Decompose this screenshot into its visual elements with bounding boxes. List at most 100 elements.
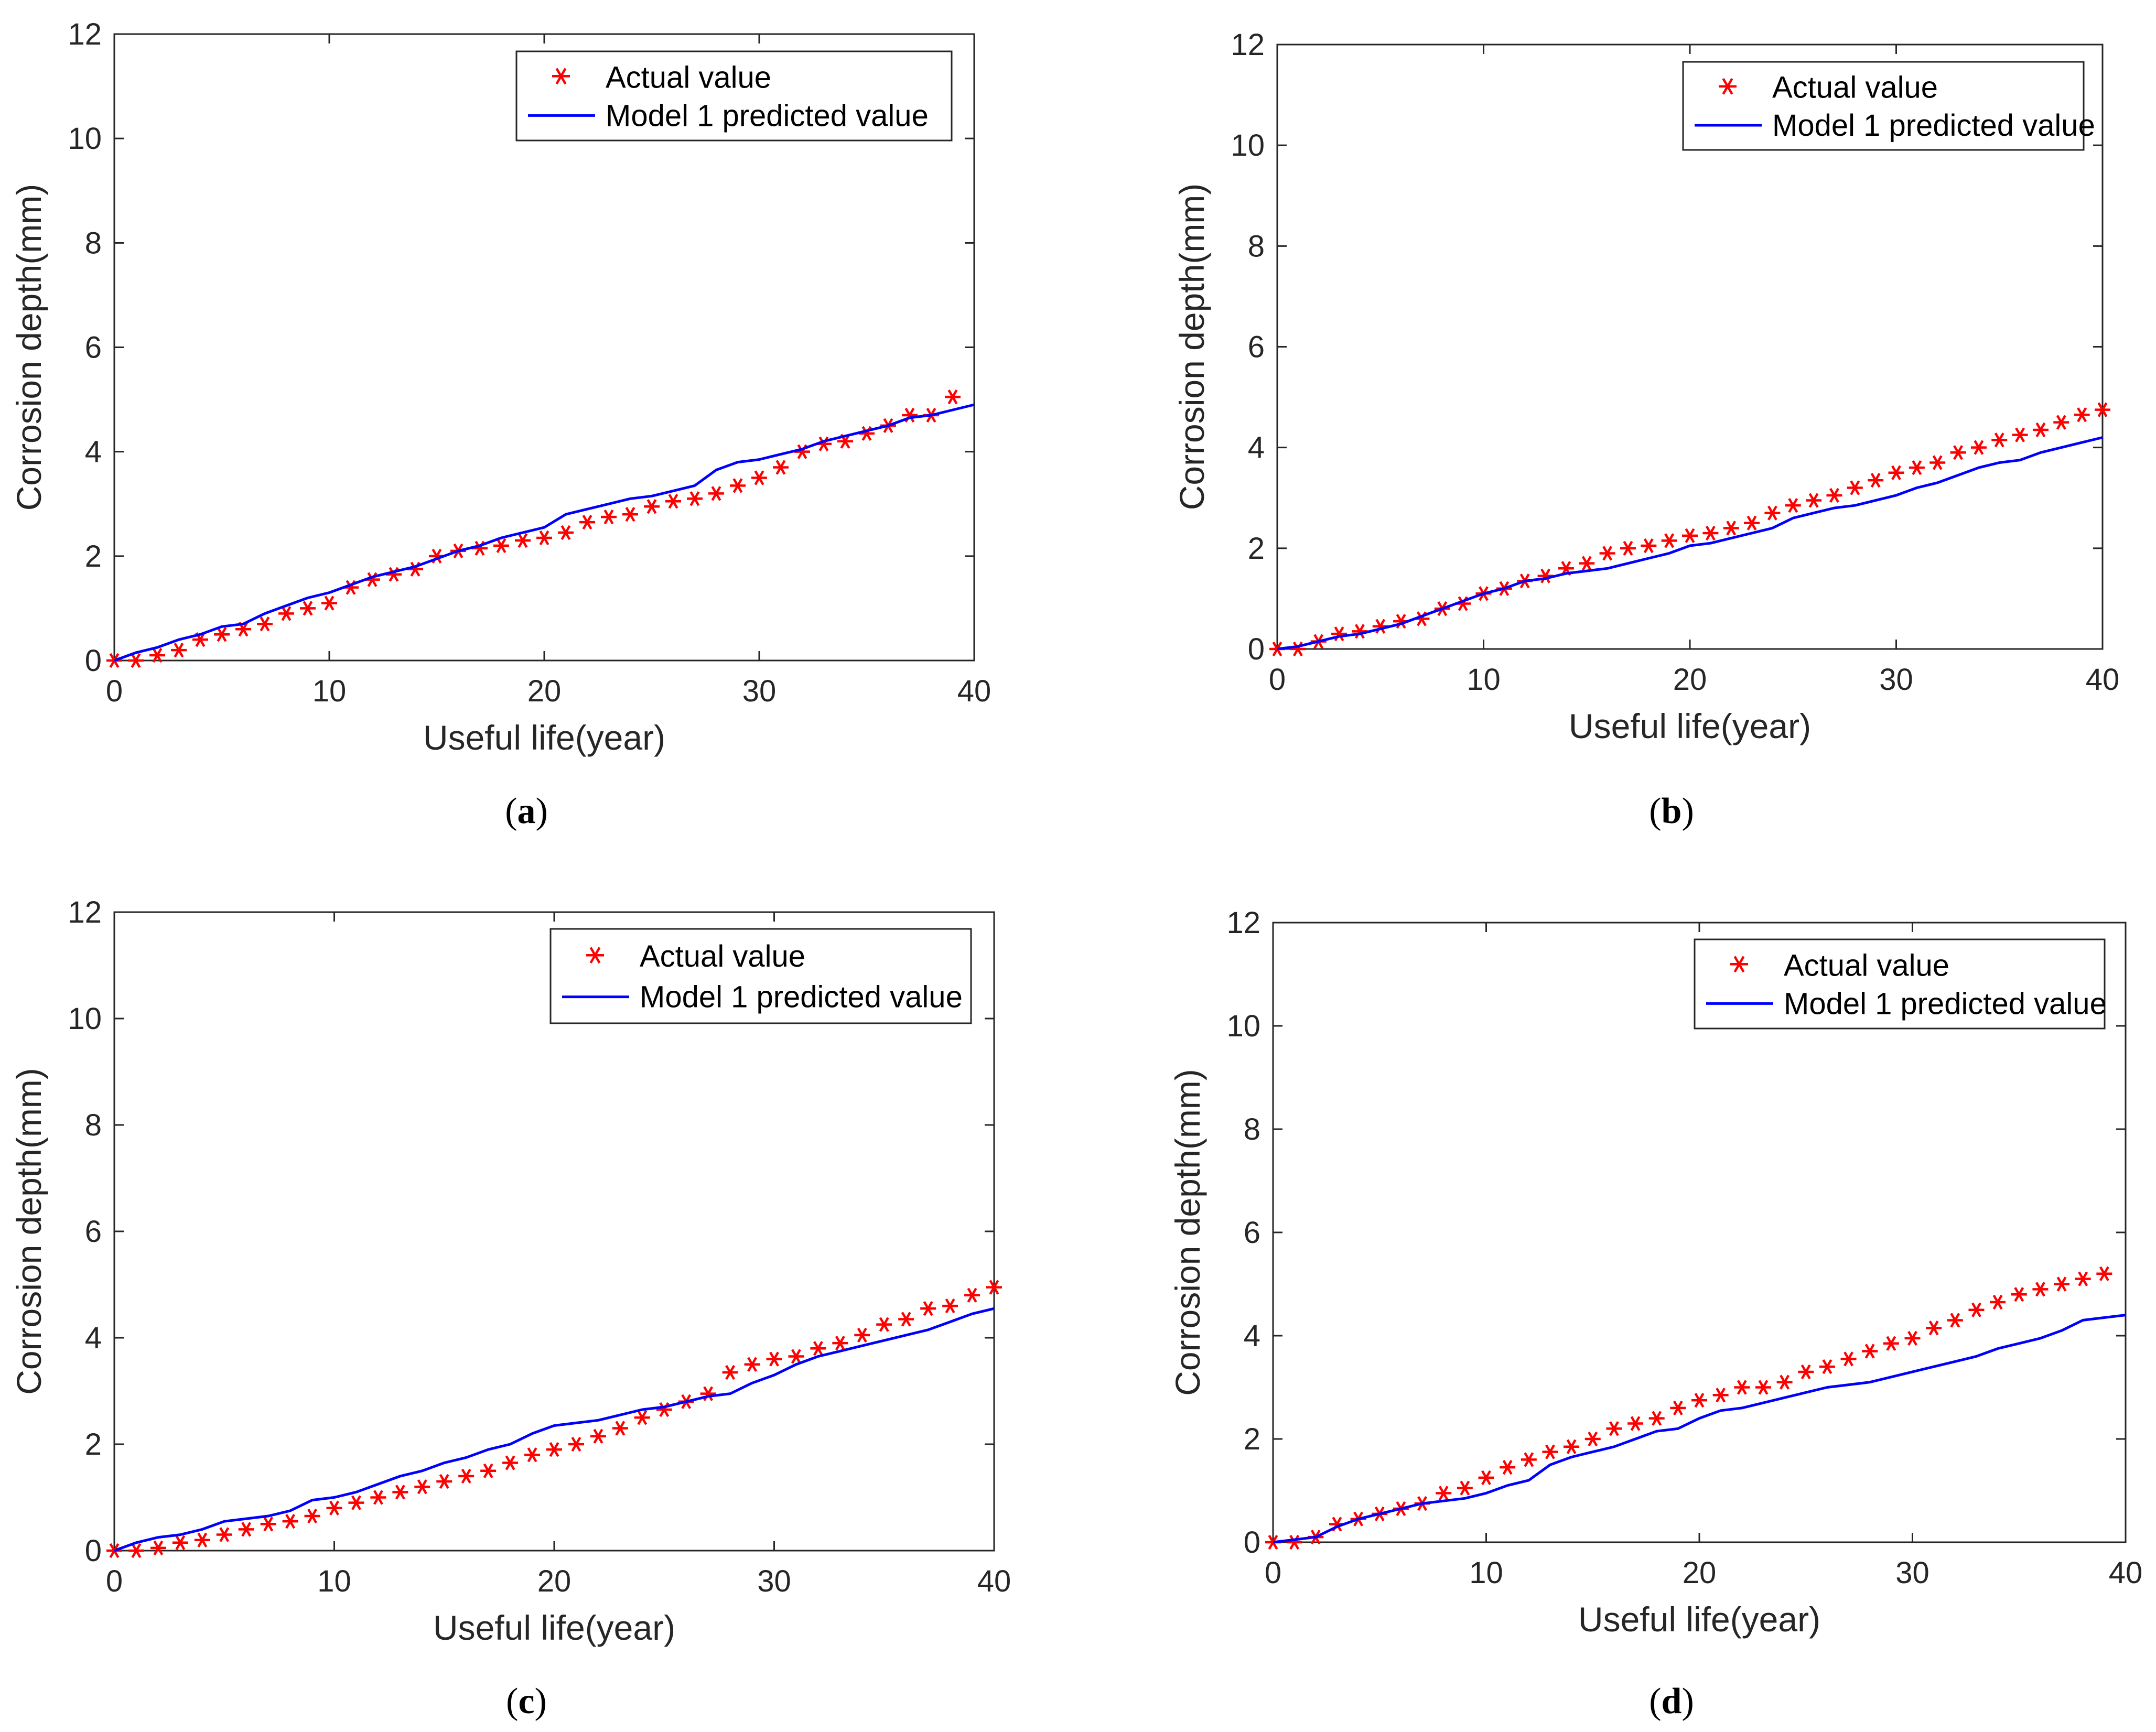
actual-point: [392, 1485, 408, 1500]
legend-box: [549, 928, 972, 1024]
actual-point: [1990, 1294, 2006, 1310]
y-tick-label: 12: [1226, 906, 1260, 940]
legend: Actual value Model 1 predicted value: [515, 50, 953, 142]
x-axis-label: Useful life(year): [1569, 707, 1811, 745]
actual-series: [1269, 402, 2110, 657]
y-tick-label: 2: [1248, 532, 1265, 566]
y-axis-label: Corrosion depth(mm): [9, 1068, 48, 1395]
legend-actual-label: Actual value: [606, 60, 771, 94]
actual-point: [238, 1522, 254, 1537]
actual-point: [854, 1327, 870, 1343]
actual-point: [502, 1455, 519, 1470]
actual-point: [1968, 1302, 1985, 1317]
actual-point: [2075, 1271, 2091, 1286]
x-tick-label: 40: [977, 1564, 1011, 1598]
actual-point: [150, 1540, 166, 1556]
caption-close-paren: ): [1681, 791, 1694, 831]
actual-point: [751, 470, 767, 485]
actual-point: [171, 642, 187, 658]
actual-point: [348, 1495, 364, 1510]
x-tick-label: 10: [1469, 1556, 1503, 1590]
actual-point: [1670, 1400, 1686, 1416]
caption-letter: c: [518, 1681, 534, 1722]
actual-point: [149, 647, 165, 663]
actual-point: [2012, 427, 2028, 442]
actual-point: [1478, 1470, 1494, 1485]
x-tick-label: 30: [757, 1564, 791, 1598]
actual-point: [1991, 432, 2008, 448]
caption-open-paren: (: [1649, 791, 1661, 831]
actual-point: [1661, 533, 1677, 548]
actual-point: [942, 1298, 958, 1314]
actual-point: [876, 1317, 892, 1332]
actual-point: [579, 514, 595, 530]
actual-point: [2053, 415, 2069, 430]
actual-point: [1883, 1336, 1899, 1351]
actual-series: [1265, 1266, 2112, 1550]
actual-point: [2032, 1282, 2049, 1297]
panel-caption: (b): [1649, 791, 1694, 831]
legend-actual-label: Actual value: [1784, 948, 1949, 982]
panel-caption: (c): [506, 1681, 547, 1722]
actual-point: [590, 1428, 606, 1444]
x-tick-label: 0: [106, 1564, 123, 1598]
x-tick-label: 30: [1879, 663, 1913, 697]
x-tick-label: 40: [2109, 1556, 2143, 1590]
caption-open-paren: (: [506, 1681, 518, 1722]
y-tick-label: 4: [85, 1321, 102, 1355]
panel-caption: (d): [1649, 1681, 1694, 1722]
y-tick-label: 12: [1231, 28, 1265, 62]
predicted-series-line: [1273, 1314, 2126, 1544]
actual-point: [1584, 1431, 1601, 1447]
chart-panel-a: 0 10 20 30 40 0 2 4 6 8 10 12 Useful life(year) Corro…: [9, 17, 991, 831]
actual-point: [1806, 493, 1822, 508]
legend-box: [515, 50, 953, 142]
actual-point: [1290, 641, 1306, 657]
actual-point: [1564, 1439, 1580, 1454]
actual-point: [832, 1336, 848, 1351]
actual-point: [1331, 626, 1348, 642]
y-tick-label: 6: [1248, 330, 1265, 364]
actual-point: [370, 1490, 386, 1505]
actual-point: [1764, 505, 1781, 521]
actual-series: [106, 1280, 1002, 1558]
actual-point: [920, 1301, 936, 1316]
y-tick-label: 4: [1244, 1319, 1260, 1353]
chart-panel-c: 0 10 20 30 40 0 2 4 6 8 10 12 Useful life(year) Corro…: [9, 895, 1011, 1722]
actual-point: [730, 478, 746, 493]
y-tick-label: 8: [1244, 1112, 1260, 1146]
actual-point: [1744, 515, 1760, 531]
y-tick-label: 0: [1248, 632, 1265, 666]
legend: Actual value Model 1 predicted value: [1682, 61, 2095, 151]
legend: Actual value Model 1 predicted value: [1694, 938, 2107, 1030]
x-tick-label: 20: [1683, 1556, 1717, 1590]
actual-point: [1847, 480, 1863, 495]
actual-point: [2032, 422, 2049, 438]
caption-letter: b: [1662, 791, 1682, 831]
actual-point: [493, 538, 509, 554]
actual-point: [214, 627, 230, 642]
actual-point: [964, 1287, 980, 1303]
actual-point: [622, 507, 638, 522]
actual-point: [773, 460, 789, 475]
actual-point: [524, 1447, 541, 1463]
actual-point: [2096, 1266, 2112, 1281]
y-tick-label: 4: [1248, 431, 1265, 465]
actual-point: [1950, 445, 1966, 460]
actual-point: [766, 1351, 782, 1367]
legend-predicted-label: Model 1 predicted value: [1784, 987, 2107, 1021]
caption-letter: d: [1662, 1681, 1682, 1722]
legend-actual-label: Actual value: [640, 939, 805, 973]
actual-point: [1500, 1460, 1516, 1475]
actual-point: [945, 389, 961, 405]
chart-panel-d: 0 10 20 30 40 0 2 4 6 8 10 12 Useful life(year) Corro…: [1168, 906, 2142, 1722]
caption-open-paren: (: [1649, 1681, 1661, 1722]
y-tick-label: 6: [85, 1215, 102, 1249]
y-tick-label: 4: [85, 435, 102, 469]
legend-actual-marker: [1730, 956, 1748, 973]
actual-point: [1286, 1534, 1302, 1550]
actual-point: [898, 1312, 914, 1327]
caption-close-paren: ): [1681, 1681, 1694, 1722]
actual-point: [687, 491, 703, 506]
actual-point: [172, 1535, 188, 1550]
